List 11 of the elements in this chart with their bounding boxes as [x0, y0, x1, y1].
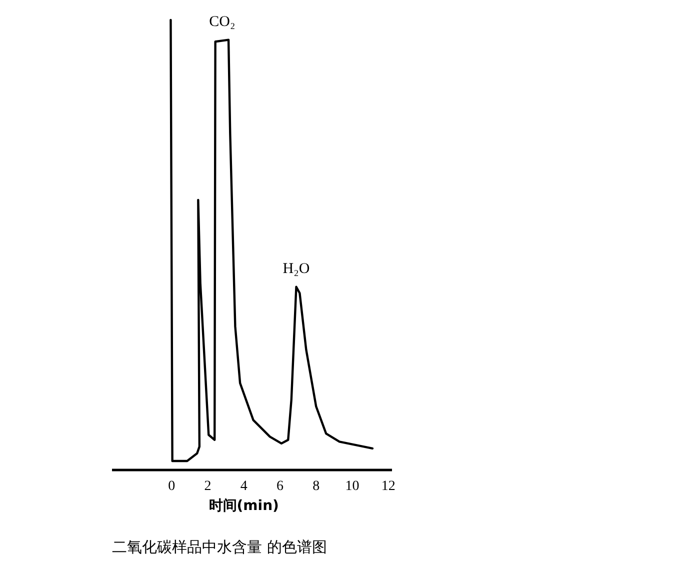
- annotation: H₂O: [282, 260, 310, 277]
- annotation: CO₂: [209, 14, 236, 30]
- x-tick-label: 12: [381, 479, 396, 494]
- x-tick-label: 0: [168, 479, 176, 494]
- text: 二氧化碳样品中水含量 的色谱图: [112, 538, 327, 556]
- x-tick-label: 4: [240, 479, 248, 494]
- x-axis-title: 时间(min): [208, 498, 279, 514]
- x-tick-label: 6: [276, 479, 284, 494]
- x-tick-label: 10: [345, 479, 360, 494]
- x-tick-label: 8: [312, 479, 320, 494]
- x-tick-label: 2: [204, 479, 212, 494]
